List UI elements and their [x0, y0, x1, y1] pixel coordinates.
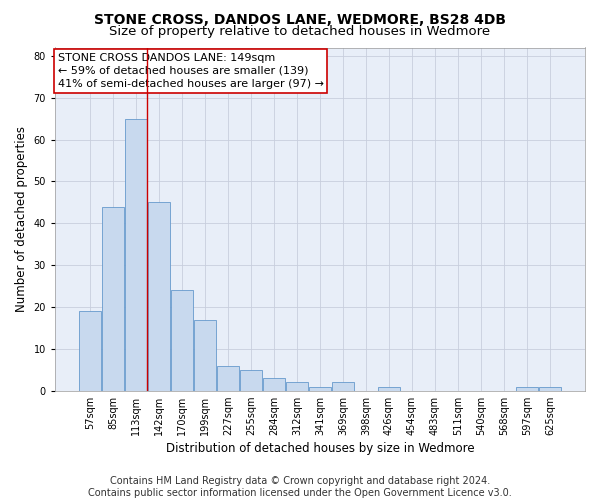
Bar — [263, 378, 285, 390]
Bar — [378, 386, 400, 390]
Bar — [79, 311, 101, 390]
X-axis label: Distribution of detached houses by size in Wedmore: Distribution of detached houses by size … — [166, 442, 474, 455]
Bar — [240, 370, 262, 390]
Bar — [332, 382, 354, 390]
Bar — [286, 382, 308, 390]
Bar — [217, 366, 239, 390]
Bar — [309, 386, 331, 390]
Bar — [516, 386, 538, 390]
Bar — [194, 320, 216, 390]
Y-axis label: Number of detached properties: Number of detached properties — [15, 126, 28, 312]
Bar — [148, 202, 170, 390]
Text: Contains HM Land Registry data © Crown copyright and database right 2024.
Contai: Contains HM Land Registry data © Crown c… — [88, 476, 512, 498]
Bar — [539, 386, 561, 390]
Text: STONE CROSS DANDOS LANE: 149sqm
← 59% of detached houses are smaller (139)
41% o: STONE CROSS DANDOS LANE: 149sqm ← 59% of… — [58, 52, 323, 89]
Bar — [125, 118, 147, 390]
Bar — [171, 290, 193, 390]
Text: Size of property relative to detached houses in Wedmore: Size of property relative to detached ho… — [109, 25, 491, 38]
Text: STONE CROSS, DANDOS LANE, WEDMORE, BS28 4DB: STONE CROSS, DANDOS LANE, WEDMORE, BS28 … — [94, 12, 506, 26]
Bar — [102, 206, 124, 390]
